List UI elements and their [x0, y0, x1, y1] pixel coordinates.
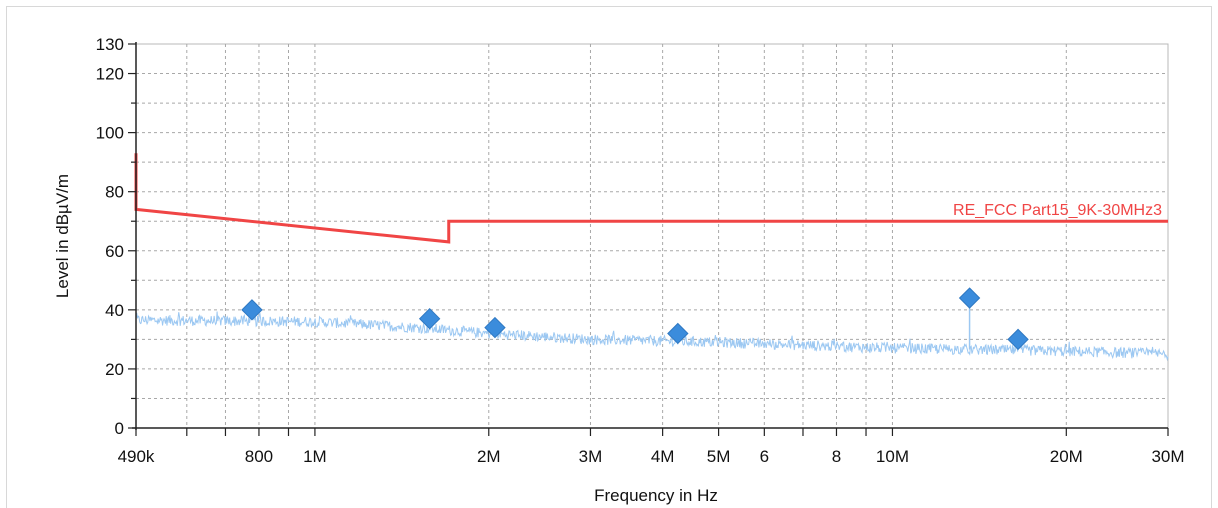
- axes: 0 20 40 60 80 100 120 130 490k 800 1M 2M 3M 4M 5M 6 8 10M…: [96, 35, 1185, 466]
- x-tick-label: 10M: [876, 447, 909, 466]
- x-tick-label: 2M: [477, 447, 501, 466]
- grid: [135, 43, 1169, 429]
- x-tick-label: 5M: [707, 447, 731, 466]
- measurement-trace: [135, 298, 1169, 362]
- x-tick-label: 30M: [1151, 447, 1184, 466]
- y-tick-label: 120: [96, 65, 124, 84]
- chart-frame: [6, 6, 1212, 508]
- marker-diamond: [958, 287, 981, 309]
- plot-area: [135, 43, 1169, 429]
- x-tick-label: 1M: [303, 447, 327, 466]
- x-tick-label: 8: [832, 447, 841, 466]
- y-axis-title: Level in dBµV/m: [53, 174, 72, 298]
- y-tick-label: 130: [96, 35, 124, 54]
- y-tick-label: 40: [105, 301, 124, 320]
- limit-line: [134, 153, 1168, 244]
- y-tick-label: 0: [115, 419, 124, 438]
- marker-diamond: [667, 322, 689, 345]
- markers: [241, 287, 1029, 351]
- x-axis-title: Frequency in Hz: [594, 486, 718, 505]
- x-tick-label: 20M: [1050, 447, 1083, 466]
- x-tick-label: 490k: [118, 447, 155, 466]
- x-tick-label: 4M: [651, 447, 675, 466]
- y-tick-label: 80: [105, 183, 124, 202]
- y-tick-label: 100: [96, 124, 124, 143]
- labels: Frequency in Hz Level in dBµV/m RE_FCC P…: [53, 174, 1162, 505]
- x-tick-label: 6: [760, 447, 769, 466]
- marker-diamond: [418, 308, 441, 330]
- marker-diamond: [484, 316, 506, 339]
- limit-line-group: [134, 153, 1168, 244]
- marker-diamond: [241, 299, 263, 321]
- spectrum-trace: [135, 311, 1169, 362]
- marker-diamond: [1007, 328, 1029, 351]
- x-tick-label: 3M: [579, 447, 603, 466]
- y-tick-label: 60: [105, 242, 124, 261]
- y-tick-label: 20: [105, 360, 124, 379]
- limit-line-label: RE_FCC Part15_9K-30MHz3: [953, 202, 1162, 219]
- x-tick-label: 800: [245, 447, 273, 466]
